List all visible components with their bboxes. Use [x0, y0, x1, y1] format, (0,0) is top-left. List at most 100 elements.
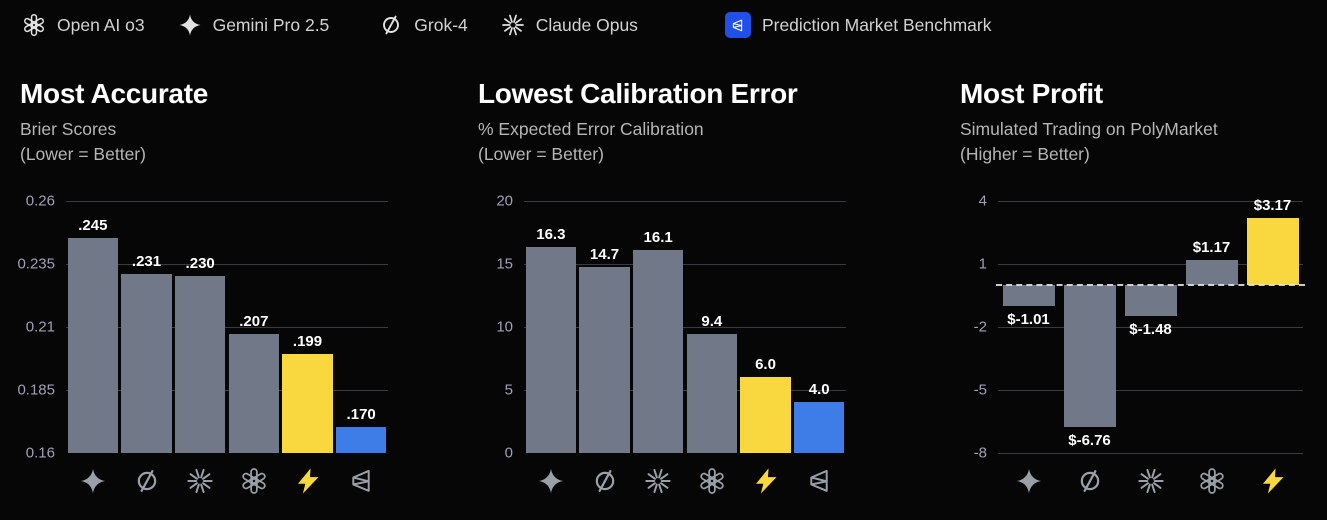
bar-claude — [1124, 284, 1177, 316]
chart-subtitle-line2: (Higher = Better) — [960, 143, 1090, 164]
bar-value-label: 16.3 — [536, 226, 566, 244]
legend-item-openai: Open AI o3 — [22, 13, 145, 37]
bar-value-label: .207 — [239, 313, 269, 331]
chart-subtitle-line2: (Lower = Better) — [20, 143, 146, 164]
bar-claude — [632, 249, 684, 453]
y-tick-label: 0 — [504, 444, 513, 462]
plot-area: 4 1 -2 -5 -8 $-1.01 $-6.76 $-1.48 $1.17 $3.17 — [960, 192, 1327, 497]
legend-item-claude: Claude Opus — [501, 13, 638, 37]
chart-subtitle-line1: % Expected Error Calibration — [478, 119, 704, 139]
y-tick-label: 0.26 — [25, 192, 55, 210]
gridline — [66, 200, 388, 202]
chart-title: Lowest Calibration Error — [478, 78, 798, 109]
bar-value-label: $-6.76 — [1068, 431, 1111, 449]
bolt-icon — [281, 465, 335, 497]
chart-title: Most Profit — [960, 78, 1103, 109]
x-axis — [998, 465, 1303, 497]
openai-icon — [227, 465, 281, 497]
bar-value-label: $-1.01 — [1007, 310, 1050, 328]
zero-line — [996, 283, 1305, 286]
gridline — [998, 452, 1303, 454]
legend-item-benchmark: Prediction Market Benchmark — [724, 12, 992, 38]
gemini-icon — [66, 465, 120, 497]
bar-value-label: 16.1 — [643, 228, 673, 246]
chart-subtitle-line1: Brier Scores — [20, 119, 117, 139]
bar-bolt — [740, 377, 791, 453]
legend-label-openai: Open AI o3 — [57, 14, 145, 35]
claude-icon — [173, 465, 227, 497]
polymarket-icon — [724, 12, 751, 38]
y-tick-label: 0.21 — [25, 318, 55, 336]
y-tick-label: 4 — [978, 192, 987, 210]
gridline — [66, 263, 388, 265]
bar-value-label: $3.17 — [1253, 197, 1292, 215]
gridline — [524, 389, 846, 391]
bar-grok — [579, 267, 630, 453]
bar-gemini — [67, 238, 119, 453]
gridline — [66, 389, 388, 391]
grok-icon — [379, 13, 403, 37]
grok-icon — [1059, 465, 1120, 497]
plot: 20 15 10 5 0 16.3 14.7 16.1 9.4 6.0 4.0 — [496, 192, 846, 461]
plot-area: 0.26 0.235 0.21 0.185 0.16 .245 .231 .230 .207 .1… — [17, 192, 458, 497]
claude-icon — [501, 13, 525, 37]
y-tick-label: 0.16 — [25, 444, 55, 462]
openai-icon — [22, 13, 46, 37]
y-tick-label: -5 — [973, 381, 987, 399]
bar-value-label: $1.17 — [1192, 239, 1231, 257]
bar-value-label: 6.0 — [755, 356, 776, 374]
legend-item-grok: Grok-4 — [379, 13, 468, 37]
y-tick-label: -2 — [973, 318, 987, 336]
chart-title: Most Accurate — [20, 78, 208, 109]
openai-icon — [1181, 465, 1242, 497]
bar-value-label: $-1.48 — [1129, 320, 1172, 338]
claude-icon — [1120, 465, 1181, 497]
bar-value-label: 4.0 — [808, 381, 830, 399]
gridline — [524, 263, 846, 265]
bar-grok — [1063, 284, 1116, 427]
chart-most-accurate: Most Accurate Brier Scores (Lower = Bett… — [0, 50, 458, 497]
bar-value-label: .231 — [131, 252, 162, 270]
chart-subtitle: Brier Scores (Lower = Better) — [20, 117, 458, 167]
gemini-icon — [524, 465, 578, 497]
bar-claude — [174, 276, 226, 453]
y-tick-label: 10 — [496, 318, 513, 336]
chart-subtitle: Simulated Trading on PolyMarket (Higher … — [960, 117, 1327, 167]
y-tick-label: -8 — [973, 444, 987, 462]
x-axis — [66, 465, 388, 497]
grok-icon — [578, 465, 632, 497]
legend-label-claude: Claude Opus — [535, 14, 638, 35]
grok-icon — [120, 465, 174, 497]
bar-polymarket — [335, 427, 387, 453]
polymarket-icon — [792, 465, 846, 497]
plot-area: 20 15 10 5 0 16.3 14.7 16.1 9.4 6.0 4.0 — [478, 192, 940, 497]
bar-value-label: .230 — [185, 255, 215, 273]
chart-most-profit: Most Profit Simulated Trading on PolyMar… — [940, 50, 1327, 497]
legend-label-benchmark: Prediction Market Benchmark — [761, 14, 992, 35]
openai-icon — [685, 465, 739, 497]
bar-gemini — [1002, 284, 1055, 306]
plot: 4 1 -2 -5 -8 $-1.01 $-6.76 $-1.48 $1.17 $3.17 — [974, 192, 1305, 461]
legend-item-gemini: Gemini Pro 2.5 — [178, 13, 329, 37]
bar-openai — [228, 334, 280, 453]
bar-value-label: .245 — [78, 217, 108, 235]
gridline — [524, 200, 846, 202]
charts-row: Most Accurate Brier Scores (Lower = Bett… — [0, 50, 1327, 497]
y-tick-label: 1 — [978, 255, 987, 273]
bar-value-label: .170 — [346, 406, 376, 424]
bar-value-label: .199 — [292, 333, 323, 351]
x-axis — [524, 465, 846, 497]
y-tick-label: 5 — [504, 381, 513, 399]
plot: 0.26 0.235 0.21 0.185 0.16 .245 .231 .230 .207 .1… — [17, 192, 388, 461]
bar-value-label: 9.4 — [701, 313, 723, 331]
chart-subtitle: % Expected Error Calibration (Lower = Be… — [478, 117, 940, 167]
bar-bolt — [1246, 218, 1299, 285]
claude-icon — [631, 465, 685, 497]
legend-label-grok: Grok-4 — [414, 14, 468, 35]
chart-subtitle-line1: Simulated Trading on PolyMarket — [960, 119, 1218, 139]
y-tick-label: 15 — [496, 255, 513, 273]
legend: Open AI o3 Gemini Pro 2.5 Grok-4 Claude … — [0, 0, 1327, 50]
gridline — [66, 326, 388, 328]
gridline — [998, 263, 1303, 265]
